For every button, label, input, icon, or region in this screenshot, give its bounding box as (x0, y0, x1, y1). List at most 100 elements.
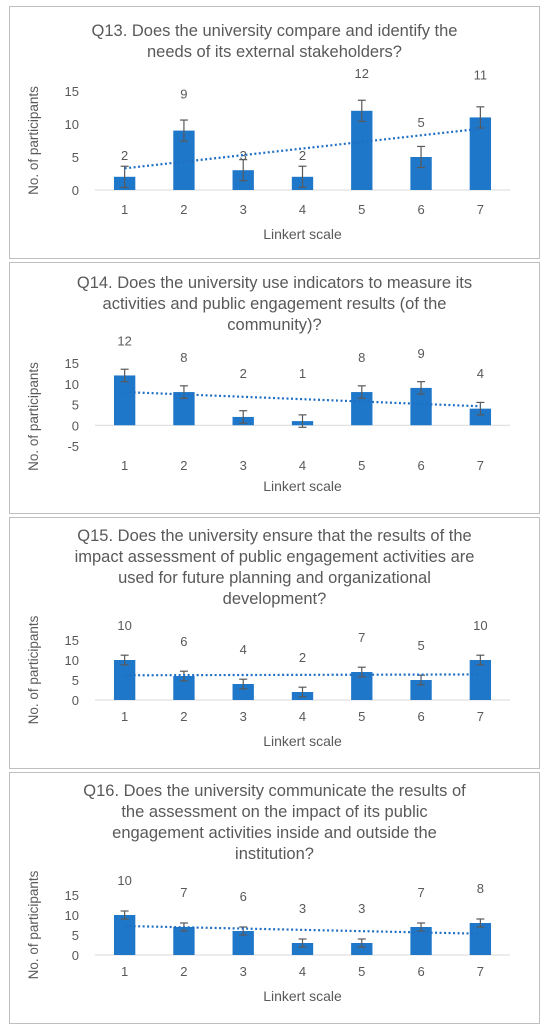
bar (291, 943, 314, 955)
data-label: 6 (240, 889, 247, 904)
y-tick-label: 15 (65, 888, 79, 903)
bar (410, 387, 432, 426)
error-bar (417, 922, 426, 932)
error-bar (417, 145, 426, 169)
error-bar (357, 938, 366, 948)
x-tick-label: 7 (477, 458, 484, 473)
x-tick-label: 7 (477, 709, 484, 724)
y-tick-label: 5 (72, 398, 79, 413)
y-tick-label: 10 (65, 377, 79, 392)
data-label: 7 (417, 885, 424, 900)
y-tick-label: 0 (72, 948, 79, 963)
error-bar (476, 401, 485, 416)
data-label: 8 (180, 350, 187, 365)
x-tick-label: 5 (358, 458, 365, 473)
bar (173, 676, 195, 700)
trendline (124, 924, 481, 935)
bar (469, 660, 492, 700)
y-tick-label: 0 (72, 418, 79, 433)
y-tick-label: 15 (65, 84, 79, 99)
bar (410, 157, 432, 190)
bar (351, 943, 373, 955)
data-label: 6 (180, 634, 187, 649)
x-axis-label: Linkert scale (263, 226, 342, 242)
bar (469, 923, 492, 955)
data-label: 7 (180, 885, 187, 900)
chart-panel-q13: Q13. Does the university compare and ide… (9, 6, 540, 259)
x-tick-label: 7 (477, 202, 484, 217)
data-label: 8 (477, 881, 484, 896)
chart-panel-q15: Q15. Does the university ensure that the… (9, 517, 540, 769)
error-bar (239, 159, 248, 182)
data-label: 3 (240, 148, 247, 163)
data-label: 2 (240, 366, 247, 381)
y-axis-label: No. of participants (26, 615, 41, 724)
y-tick-label: 0 (72, 183, 79, 198)
error-bar (120, 910, 129, 920)
y-tick-label: 5 (72, 928, 79, 943)
y-axis-label: No. of participants (26, 870, 41, 979)
bar (469, 117, 492, 190)
error-bar (120, 368, 129, 383)
y-tick-label: 15 (65, 356, 79, 371)
bar (410, 680, 432, 700)
bar (113, 375, 136, 426)
error-bar (476, 918, 485, 928)
data-label: 3 (358, 901, 365, 916)
x-tick-label: 2 (180, 964, 187, 979)
error-bar (239, 410, 248, 424)
x-tick-label: 3 (240, 202, 247, 217)
chart-title: Q15. Does the university ensure that the… (74, 527, 475, 608)
bar (351, 672, 373, 700)
y-tick-label: -5 (67, 439, 79, 454)
x-tick-label: 5 (358, 202, 365, 217)
error-bar (476, 654, 485, 666)
bar (232, 684, 254, 700)
chart-title: Q14. Does the university use indicators … (76, 274, 473, 334)
x-axis-label: Linkert scale (263, 478, 342, 494)
data-label: 2 (121, 148, 128, 163)
data-label: 5 (417, 115, 424, 130)
data-label: 10 (117, 618, 131, 633)
data-label: 12 (117, 333, 131, 348)
x-axis-label: Linkert scale (263, 988, 342, 1004)
x-tick-label: 1 (121, 709, 128, 724)
y-tick-label: 15 (65, 633, 79, 648)
data-label: 10 (117, 873, 131, 888)
error-bar (476, 106, 485, 129)
error-bar (357, 385, 366, 399)
x-tick-label: 2 (180, 202, 187, 217)
bar (232, 931, 254, 955)
data-label: 4 (240, 642, 247, 657)
x-axis-label: Linkert scale (263, 733, 342, 749)
y-tick-label: 5 (72, 673, 79, 688)
bar (173, 130, 195, 190)
chart-panel-q14: Q14. Does the university use indicators … (9, 262, 540, 514)
bar (469, 408, 492, 426)
chart-panel-q16: Q16. Does the university communicate the… (9, 772, 540, 1024)
chart-q15: 0 5 10 15 10 6 4 2 7 5 10 1 2 3 4 5 6 7 Linkert scale No. o… (26, 615, 510, 749)
data-label: 4 (477, 366, 484, 381)
bar (113, 660, 136, 700)
error-bar (298, 414, 307, 428)
x-tick-label: 2 (180, 709, 187, 724)
x-tick-label: 5 (358, 709, 365, 724)
y-tick-label: 0 (72, 693, 79, 708)
error-bar (298, 686, 307, 698)
data-label: 8 (358, 350, 365, 365)
data-label: 11 (474, 67, 488, 82)
data-label: 10 (473, 618, 487, 633)
y-tick-label: 10 (65, 908, 79, 923)
x-tick-label: 3 (240, 458, 247, 473)
x-tick-label: 6 (417, 964, 424, 979)
error-bar (298, 165, 307, 188)
bar (410, 927, 432, 955)
x-tick-label: 3 (240, 709, 247, 724)
x-tick-label: 4 (299, 458, 306, 473)
chart-title: Q16. Does the university communicate the… (83, 782, 466, 863)
x-tick-label: 4 (299, 964, 306, 979)
error-bar (120, 165, 129, 188)
x-tick-label: 1 (121, 202, 128, 217)
